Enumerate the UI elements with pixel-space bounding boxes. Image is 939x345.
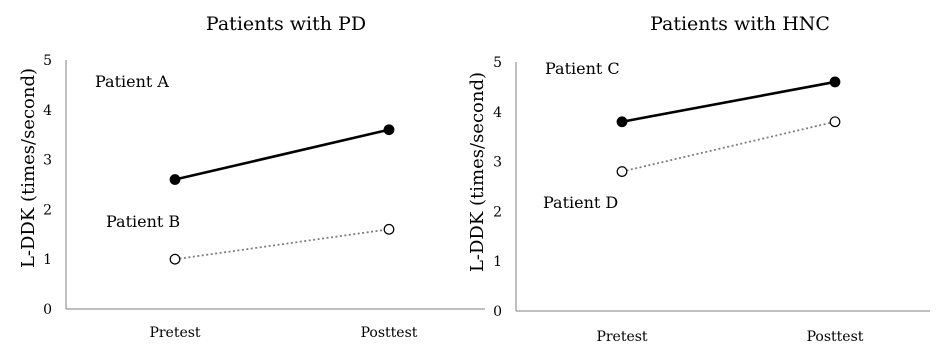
- series-lines: [174, 128, 390, 261]
- y-axis-label: L-DDK (times/second): [467, 72, 488, 272]
- data-point-patient-c: [829, 76, 841, 88]
- y-tick-label: 5: [493, 55, 502, 71]
- y-tick-label: 5: [43, 53, 52, 69]
- y-tick-label: 4: [43, 103, 52, 119]
- data-point-patient-b: [169, 253, 181, 265]
- y-tick-label: 0: [493, 304, 502, 320]
- y-tick-label: 4: [493, 105, 502, 121]
- series-label-patient-a: Patient A: [95, 72, 169, 91]
- series-markers: [169, 124, 395, 265]
- chart-hnc: Patients with HNC L-DDK (times/second) 0…: [467, 13, 930, 345]
- data-point-patient-b: [383, 223, 395, 235]
- y-tick-label: 1: [43, 252, 52, 268]
- series-line-patient-d: [621, 120, 836, 173]
- x-tick-label: Posttest: [807, 329, 864, 345]
- series-label-patient-b: Patient B: [106, 212, 180, 231]
- x-tick-label: Pretest: [596, 329, 647, 345]
- x-tick-label: Pretest: [149, 325, 200, 341]
- series-line-patient-c: [621, 80, 836, 124]
- series-markers: [616, 76, 841, 177]
- y-tick-label: 3: [43, 153, 52, 169]
- series-label-patient-c: Patient C: [545, 59, 620, 78]
- data-point-patient-d: [616, 166, 628, 177]
- data-point-patient-c: [616, 116, 628, 128]
- series-lines: [621, 80, 836, 173]
- y-tick-label: 0: [43, 302, 52, 318]
- data-point-patient-d: [829, 116, 841, 128]
- x-tick-labels: Pretest Posttest: [596, 329, 863, 345]
- chart-pd: Patients with PD L-DDK (times/second) 0 1…: [18, 13, 485, 341]
- y-tick-label: 2: [493, 204, 502, 220]
- y-tick-label: 1: [493, 254, 502, 270]
- y-tick-label: 2: [43, 202, 52, 218]
- y-tick-labels: 0 1 2 3 4 5: [43, 53, 52, 318]
- data-point-patient-a: [169, 174, 181, 185]
- x-tick-labels: Pretest Posttest: [149, 325, 417, 341]
- data-point-patient-a: [383, 124, 395, 136]
- chart-title: Patients with PD: [206, 13, 366, 35]
- x-tick-label: Posttest: [361, 325, 418, 341]
- series-line-patient-a: [174, 128, 390, 181]
- y-tick-labels: 0 1 2 3 4 5: [493, 55, 502, 320]
- y-tick-label: 3: [493, 155, 502, 171]
- chart-title: Patients with HNC: [650, 13, 830, 35]
- series-line-patient-b: [174, 228, 390, 261]
- series-label-patient-d: Patient D: [543, 193, 618, 212]
- y-axis-label: L-DDK (times/second): [18, 68, 39, 268]
